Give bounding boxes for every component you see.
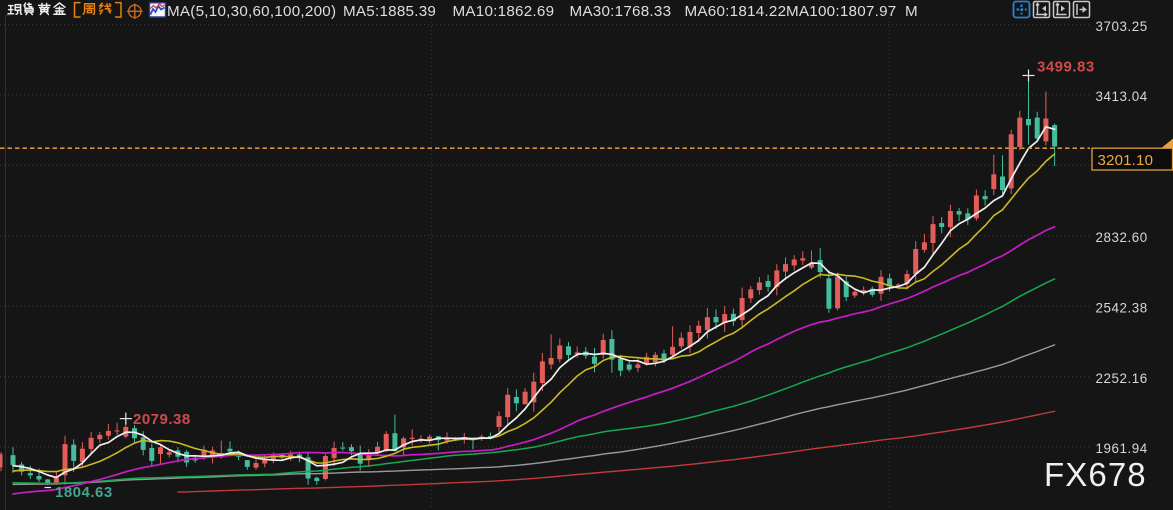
svg-text:3499.83: 3499.83 [1037, 59, 1095, 76]
svg-text:MA60:1814.22: MA60:1814.22 [685, 3, 787, 20]
svg-text:1804.63: 1804.63 [55, 484, 113, 501]
svg-text:MA10:1862.69: MA10:1862.69 [453, 3, 555, 20]
svg-text:3201.10: 3201.10 [1098, 152, 1154, 169]
svg-text:2832.60: 2832.60 [1096, 230, 1148, 245]
svg-text:MA(5,10,30,60,100,200): MA(5,10,30,60,100,200) [167, 3, 336, 20]
svg-text:MA30:1768.33: MA30:1768.33 [570, 3, 672, 20]
svg-text:2542.38: 2542.38 [1096, 300, 1148, 315]
svg-text:M: M [905, 3, 918, 20]
svg-text:2079.38: 2079.38 [133, 411, 191, 428]
svg-text:3413.04: 3413.04 [1096, 89, 1148, 104]
svg-text:2252.16: 2252.16 [1096, 371, 1148, 386]
svg-text:3703.25: 3703.25 [1096, 19, 1148, 34]
svg-text:1961.94: 1961.94 [1096, 441, 1148, 456]
svg-text:MA100:1807.97: MA100:1807.97 [786, 3, 897, 20]
svg-text:MA5:1885.39: MA5:1885.39 [343, 3, 436, 20]
svg-text:FX678: FX678 [1044, 456, 1147, 493]
